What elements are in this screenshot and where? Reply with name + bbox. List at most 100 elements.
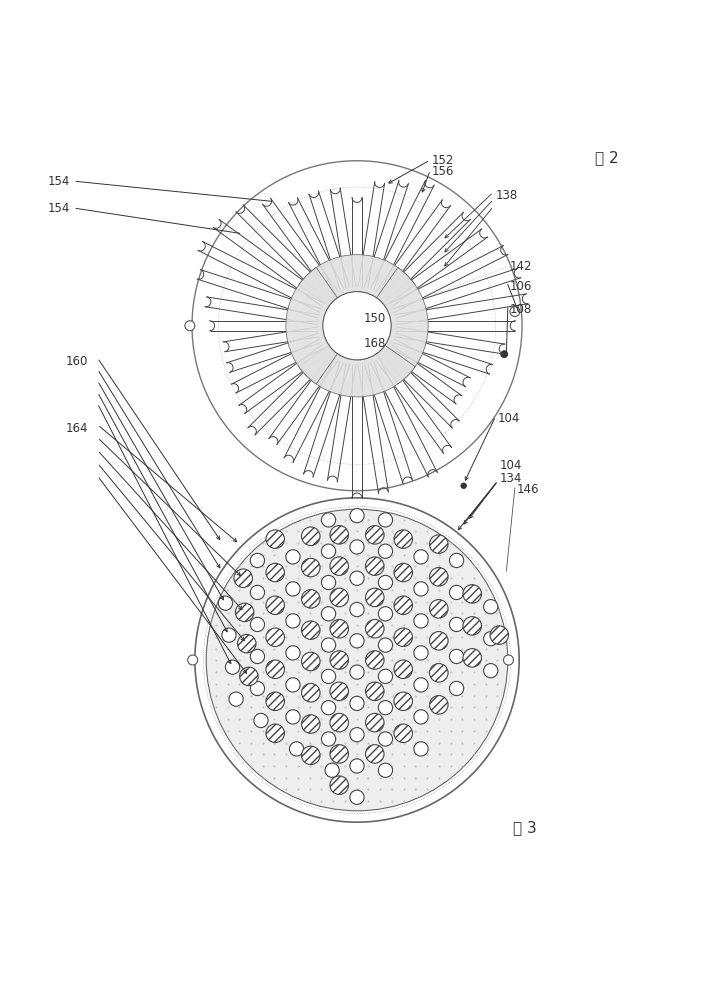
Circle shape <box>350 728 364 742</box>
Circle shape <box>236 603 254 622</box>
Circle shape <box>378 701 393 715</box>
Circle shape <box>330 651 348 669</box>
Circle shape <box>321 669 336 683</box>
Circle shape <box>350 571 364 585</box>
Circle shape <box>301 621 320 639</box>
Circle shape <box>286 646 300 660</box>
Circle shape <box>394 530 413 548</box>
Circle shape <box>463 585 481 603</box>
Text: 168: 168 <box>364 337 386 350</box>
Circle shape <box>251 681 265 696</box>
Circle shape <box>330 682 348 701</box>
Text: 146: 146 <box>516 483 539 496</box>
Circle shape <box>414 614 428 628</box>
Circle shape <box>286 550 300 564</box>
Circle shape <box>350 540 364 554</box>
Circle shape <box>321 513 336 527</box>
Text: 图 2: 图 2 <box>595 150 619 165</box>
Circle shape <box>321 544 336 558</box>
Circle shape <box>254 713 268 728</box>
Circle shape <box>414 742 428 756</box>
Circle shape <box>238 634 256 653</box>
Text: 108: 108 <box>510 303 532 316</box>
Circle shape <box>366 745 384 763</box>
Circle shape <box>394 596 413 615</box>
Circle shape <box>206 509 508 811</box>
Circle shape <box>378 575 393 590</box>
Circle shape <box>301 558 320 577</box>
Circle shape <box>394 660 413 679</box>
Circle shape <box>449 681 463 696</box>
Circle shape <box>366 557 384 575</box>
Circle shape <box>330 713 348 732</box>
Circle shape <box>301 683 320 702</box>
Circle shape <box>366 713 384 732</box>
Circle shape <box>483 664 498 678</box>
Circle shape <box>430 632 448 650</box>
Circle shape <box>378 513 393 527</box>
Circle shape <box>229 692 243 706</box>
Circle shape <box>321 732 336 746</box>
Circle shape <box>483 632 498 646</box>
Text: 160: 160 <box>66 355 88 368</box>
Circle shape <box>449 585 463 600</box>
Circle shape <box>394 724 413 743</box>
Circle shape <box>394 628 413 647</box>
Text: 142: 142 <box>510 260 533 273</box>
Circle shape <box>378 638 393 652</box>
Circle shape <box>430 664 448 682</box>
Circle shape <box>301 746 320 765</box>
Circle shape <box>483 600 498 614</box>
Circle shape <box>378 544 393 558</box>
Text: 104: 104 <box>499 459 522 472</box>
Circle shape <box>321 701 336 715</box>
Circle shape <box>463 649 481 667</box>
Text: 134: 134 <box>499 472 522 485</box>
Circle shape <box>330 526 348 544</box>
Circle shape <box>234 569 253 587</box>
Circle shape <box>301 652 320 671</box>
Circle shape <box>251 649 265 664</box>
Circle shape <box>394 692 413 711</box>
Text: 150: 150 <box>364 312 386 325</box>
Circle shape <box>430 600 448 618</box>
Wedge shape <box>357 267 428 384</box>
Circle shape <box>430 696 448 714</box>
Circle shape <box>266 596 284 615</box>
Circle shape <box>330 557 348 575</box>
Circle shape <box>301 527 320 546</box>
Circle shape <box>195 498 519 822</box>
Circle shape <box>378 669 393 683</box>
Circle shape <box>490 626 508 644</box>
Text: 154: 154 <box>48 175 70 188</box>
Circle shape <box>503 655 513 665</box>
Circle shape <box>430 535 448 553</box>
Wedge shape <box>298 326 416 397</box>
Circle shape <box>449 649 463 664</box>
Text: 164: 164 <box>66 422 88 435</box>
Circle shape <box>414 710 428 724</box>
Text: 156: 156 <box>432 165 454 178</box>
Text: 138: 138 <box>496 189 518 202</box>
Circle shape <box>251 553 265 568</box>
Text: 154: 154 <box>48 202 70 215</box>
Circle shape <box>350 790 364 804</box>
Circle shape <box>222 628 236 642</box>
Circle shape <box>286 710 300 724</box>
Circle shape <box>330 588 348 607</box>
Circle shape <box>330 619 348 638</box>
Circle shape <box>323 292 391 360</box>
Text: 106: 106 <box>510 280 533 293</box>
Circle shape <box>501 351 508 358</box>
Circle shape <box>366 651 384 669</box>
Circle shape <box>321 575 336 590</box>
Circle shape <box>378 732 393 746</box>
Circle shape <box>378 763 393 777</box>
Wedge shape <box>286 267 357 384</box>
Circle shape <box>510 307 520 317</box>
Circle shape <box>286 678 300 692</box>
Text: 152: 152 <box>432 154 454 167</box>
Circle shape <box>321 638 336 652</box>
Circle shape <box>218 596 233 610</box>
Circle shape <box>366 526 384 544</box>
